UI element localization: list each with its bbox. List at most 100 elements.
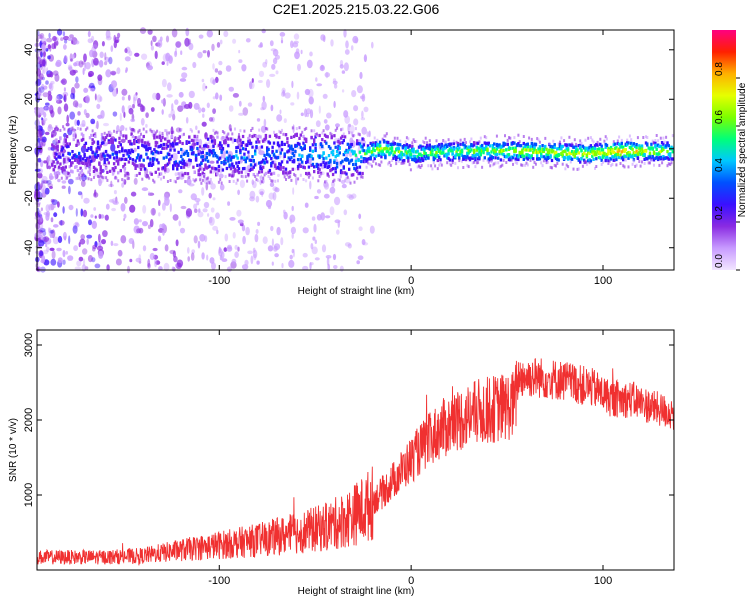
spectral-halo bbox=[501, 163, 504, 167]
spectral-halo bbox=[661, 161, 664, 165]
spectral-cell bbox=[471, 144, 474, 148]
spectral-cell bbox=[380, 152, 383, 156]
spectral-cell bbox=[177, 163, 180, 167]
noise-blob bbox=[333, 100, 336, 109]
spectral-cell bbox=[631, 147, 634, 151]
noise-blob bbox=[124, 56, 131, 62]
noise-blob bbox=[330, 39, 334, 47]
spectral-cell bbox=[361, 137, 364, 141]
spectral-cell bbox=[365, 149, 368, 153]
spectral-cell bbox=[155, 158, 159, 162]
spectral-cell bbox=[532, 150, 535, 154]
spectral-cell bbox=[63, 171, 66, 175]
spectral-cell bbox=[72, 133, 75, 137]
spectral-cell bbox=[201, 158, 204, 162]
spectral-halo bbox=[521, 163, 524, 167]
spectral-halo bbox=[443, 140, 446, 144]
noise-blob bbox=[57, 152, 62, 156]
spectral-cell bbox=[53, 165, 57, 169]
noise-blob bbox=[158, 212, 161, 217]
spectral-cell bbox=[671, 150, 674, 154]
spectral-cell bbox=[525, 153, 528, 157]
noise-blob bbox=[101, 239, 106, 245]
spectral-cell bbox=[252, 159, 255, 163]
noise-blob bbox=[135, 92, 138, 96]
spectral-halo bbox=[161, 131, 164, 135]
noise-blob bbox=[78, 256, 84, 262]
spectral-halo bbox=[220, 181, 223, 185]
spectral-cell bbox=[604, 142, 607, 147]
spectral-cell bbox=[112, 162, 116, 166]
spectral-halo bbox=[145, 130, 148, 134]
spectral-cell bbox=[154, 144, 157, 148]
spectral-cell bbox=[294, 143, 297, 147]
spectral-cell bbox=[494, 152, 497, 156]
spectral-cell bbox=[108, 133, 112, 137]
spectral-halo bbox=[70, 127, 73, 131]
noise-blob bbox=[359, 71, 363, 80]
spectral-cell bbox=[533, 146, 536, 150]
spectral-cell bbox=[548, 148, 551, 152]
noise-blob bbox=[188, 90, 195, 99]
spectral-halo bbox=[555, 164, 557, 168]
spectral-cell bbox=[166, 152, 170, 156]
spectral-cell bbox=[153, 133, 156, 137]
spectral-cell bbox=[278, 166, 281, 171]
noise-blob bbox=[175, 41, 182, 48]
spectral-cell bbox=[125, 149, 128, 153]
spectral-cell bbox=[346, 142, 349, 146]
spectral-cell bbox=[624, 155, 627, 159]
spectral-cell bbox=[65, 170, 69, 174]
spectral-cell bbox=[337, 144, 340, 149]
noise-blob bbox=[315, 77, 318, 82]
noise-blob bbox=[42, 119, 46, 124]
spectral-cell bbox=[514, 146, 517, 150]
spectral-cell bbox=[382, 152, 386, 156]
spectral-halo bbox=[512, 162, 514, 166]
spectral-cell bbox=[498, 145, 501, 149]
figure-title: C2E1.2025.215.03.22.G06 bbox=[273, 1, 440, 17]
spectral-cell bbox=[620, 156, 623, 160]
spectral-cell bbox=[573, 145, 576, 149]
spectral-halo bbox=[542, 159, 545, 163]
spectral-cell bbox=[546, 154, 550, 158]
spectral-cell bbox=[274, 133, 277, 137]
spectral-cell bbox=[392, 142, 395, 146]
spectral-cell bbox=[616, 142, 619, 146]
spectral-cell bbox=[409, 155, 413, 159]
spectral-cell bbox=[372, 141, 375, 145]
spectral-halo bbox=[465, 141, 467, 145]
spectral-halo bbox=[571, 142, 574, 146]
spectral-halo bbox=[628, 134, 631, 138]
noise-blob bbox=[265, 199, 273, 208]
noise-blob bbox=[44, 187, 50, 195]
spectral-cell bbox=[385, 144, 388, 148]
noise-blob bbox=[180, 50, 183, 55]
spectral-cell bbox=[650, 146, 653, 150]
noise-blob bbox=[164, 244, 169, 252]
noise-blob bbox=[63, 103, 69, 112]
spectral-cell bbox=[659, 155, 662, 159]
spectral-halo bbox=[322, 129, 325, 133]
spectral-halo bbox=[55, 125, 58, 129]
spectral-cell bbox=[485, 147, 488, 152]
spectral-halo bbox=[54, 127, 56, 131]
spectral-halo bbox=[389, 163, 392, 167]
spectral-cell bbox=[666, 156, 669, 160]
colorbar: 0.00.20.40.60.8 Normalized spectral ampl… bbox=[712, 30, 748, 271]
noise-blob bbox=[110, 180, 113, 188]
spectral-halo bbox=[397, 159, 400, 163]
noise-blob bbox=[62, 231, 67, 241]
spectral-cell bbox=[507, 153, 511, 157]
spectral-cell bbox=[323, 163, 327, 167]
snr-plot-area bbox=[37, 330, 674, 570]
noise-blob bbox=[61, 78, 67, 85]
noise-blob bbox=[149, 219, 154, 228]
spectral-halo bbox=[295, 127, 298, 131]
spectral-cell bbox=[307, 154, 311, 158]
spectral-halo bbox=[303, 127, 306, 131]
spectral-cell bbox=[470, 143, 473, 147]
spectral-cell bbox=[626, 143, 629, 147]
noise-blob bbox=[302, 227, 309, 234]
spectral-cell bbox=[67, 144, 70, 148]
